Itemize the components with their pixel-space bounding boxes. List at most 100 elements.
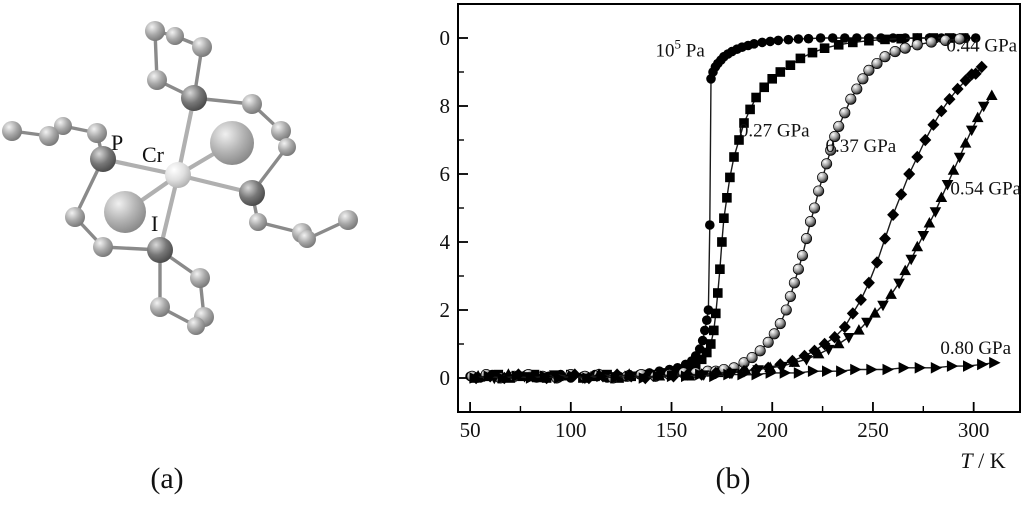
data-point-square [696,354,707,365]
data-point-circle [703,305,714,315]
data-point-square [682,363,693,373]
data-point-diamond [808,344,821,357]
data-point-sphere [768,328,780,340]
data-point-triangle-right [866,363,878,376]
curve-label: 0.44 GPa [946,36,1017,57]
series-10-5-Pa [465,33,981,383]
data-point-triangle-right [930,362,943,374]
data-point-triangle-updown [971,111,984,123]
data-point-diamond [903,167,916,181]
data-point-circle [705,220,715,230]
x-tick-label: 100 [555,418,587,442]
data-point-triangle-updown [935,191,948,202]
data-point-sphere [851,83,863,95]
data-point-sphere [871,57,883,70]
series-0-27-GPa [469,33,969,383]
data-point-triangle-updown [776,361,789,373]
data-point-square [722,193,732,203]
data-point-triangle-updown [822,344,835,356]
data-point-sphere [863,64,875,76]
data-point-triangle-updown [977,101,990,113]
data-point-diamond [911,150,924,164]
data-point-triangle-right [779,367,792,379]
data-point-square [745,104,755,115]
data-point-circle [757,37,767,48]
data-point-square [848,37,858,48]
atom-I [104,191,146,233]
atom-C [271,121,291,141]
data-point-triangle-updown [800,355,813,366]
data-point-diamond [838,320,851,334]
data-point-triangle-right [793,367,806,379]
data-point-triangle-updown [752,365,764,376]
data-point-diamond [854,293,867,306]
data-point-sphere [845,93,857,105]
data-point-triangle-right [511,370,524,383]
atom-C [65,207,85,227]
atom-C [93,237,113,257]
series-line [476,66,983,379]
data-point-diamond [959,74,972,87]
data-point-square [912,33,923,43]
series-line [474,37,964,379]
curve-label: 0.80 GPa [940,338,1011,359]
data-point-circle [765,36,775,47]
data-point-triangle-right [882,363,894,376]
data-point-triangle-right [568,370,580,383]
data-point-circle [773,35,784,46]
series-0-44-GPa [470,60,988,385]
data-point-triangle-right [638,372,651,384]
data-point-sphere [889,46,901,58]
data-point-diamond [818,337,831,351]
data-point-sphere [788,277,800,289]
data-point-triangle-updown [899,264,911,276]
data-point-triangle-right [836,365,848,377]
data-point-triangle-updown [788,356,801,367]
data-point-sphere [857,73,869,85]
data-point-triangle-right [822,365,834,377]
data-point-square [706,339,716,349]
data-point-circle [970,33,981,43]
atom-C [278,138,296,156]
atom-C [145,21,165,41]
data-point-triangle-right [989,356,1001,369]
data-point-triangle-updown [965,125,978,137]
bond [175,95,197,178]
y-tick-label: 0.2 [440,298,450,322]
data-point-triangle-right [807,365,820,377]
x-tick-label: 150 [656,418,688,442]
atom-C [54,117,72,135]
data-point-sphere [774,318,786,330]
atom-P [239,180,265,206]
data-point-triangle-updown [959,137,972,148]
data-point-sphere [879,51,891,63]
data-point-sphere [804,216,817,228]
data-point-sphere [954,33,966,45]
data-point-triangle-updown [947,164,960,175]
data-point-triangle-updown [917,231,930,242]
atom-label-P: P [111,130,123,155]
data-point-diamond [927,118,940,131]
data-point-sphere [746,352,758,364]
data-point-triangle-updown [853,324,865,335]
data-point-square [739,118,749,128]
data-point-sphere [784,290,796,302]
atom-C [87,123,107,143]
data-point-circle [815,33,826,43]
data-point-sphere [762,336,774,348]
data-point-square [775,67,786,77]
data-point-square [767,74,777,84]
data-point-diamond [871,256,883,269]
data-point-triangle-right [554,372,566,384]
data-point-diamond [935,104,948,118]
data-point-square [711,308,721,319]
data-point-triangle-updown [869,307,881,318]
data-point-triangle-right [666,370,679,383]
atom-C [249,213,267,231]
data-point-circle [702,315,712,325]
atom-C [192,37,212,57]
data-point-diamond [951,82,964,96]
data-point-sphere [796,250,809,262]
data-point-triangle-updown [832,337,845,349]
